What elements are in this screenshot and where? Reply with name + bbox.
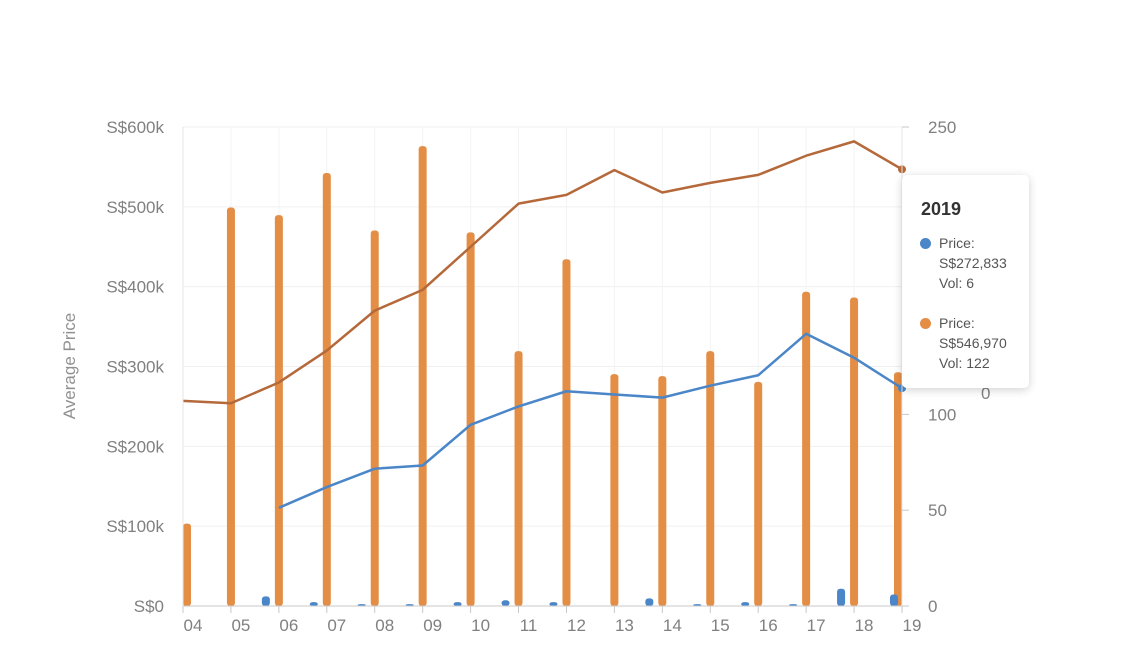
y-right-tick-label-partial: 0 <box>981 384 990 403</box>
volume-bar-orange <box>894 372 902 606</box>
y-right-tick-label: 50 <box>928 501 947 520</box>
volume-bar-orange <box>226 207 235 607</box>
x-tick-label: 14 <box>663 616 682 635</box>
y-right-tick-label: 250 <box>928 118 956 137</box>
volume-bar-orange <box>802 291 811 606</box>
x-tick-label: 06 <box>279 616 298 635</box>
tooltip-price-label: Price: <box>939 235 975 251</box>
x-tick-label: 12 <box>567 616 586 635</box>
axes <box>182 126 909 613</box>
volume-bar-orange <box>754 381 763 606</box>
volume-bar-blue <box>645 598 654 606</box>
volume-bar-blue <box>549 602 558 606</box>
volume-bar-orange <box>370 230 379 607</box>
price-line-blue <box>278 332 903 509</box>
y-left-tick-label: S$0 <box>134 597 164 616</box>
tooltip-price-label: Price: <box>939 315 975 331</box>
volume-bar-orange <box>183 523 191 606</box>
volume-bar-orange <box>322 172 331 606</box>
y-left-tick-label: S$500k <box>106 198 164 217</box>
volume-bar-orange <box>706 351 715 606</box>
tick-labels: S$0 S$100k S$200k S$300k S$400k S$500k S$600k 0… <box>60 118 990 635</box>
y-left-tick-label: S$200k <box>106 437 164 456</box>
volume-bar-orange <box>466 232 475 606</box>
y-left-axis-title: Average Price <box>60 313 79 419</box>
volume-bar-orange <box>514 351 523 606</box>
y-left-tick-label: S$400k <box>106 278 164 297</box>
volume-bar-blue <box>453 602 462 606</box>
series-dot-icon <box>920 238 931 249</box>
tooltip-volume: Vol: 122 <box>939 355 990 371</box>
x-tick-label: 16 <box>759 616 778 635</box>
volume-bar-blue <box>741 602 750 606</box>
volume-bar-orange <box>418 146 427 606</box>
volume-bar-blue <box>261 596 270 606</box>
x-tick-label: 17 <box>807 616 826 635</box>
volume-bar-blue <box>501 600 510 606</box>
volume-bar-orange <box>658 376 667 606</box>
y-right-tick-label: 0 <box>928 597 937 616</box>
y-right-tick-label: 100 <box>928 405 956 424</box>
x-tick-label: 05 <box>231 616 250 635</box>
x-tick-label: 09 <box>423 616 442 635</box>
volume-bar-orange <box>850 297 859 606</box>
volume-bar-blue <box>837 588 846 606</box>
volume-bar-orange <box>562 259 571 606</box>
series-dot-icon <box>920 318 931 329</box>
tooltip-volume: Vol: 6 <box>939 275 975 291</box>
volume-bar-orange <box>274 215 283 607</box>
price-line-orange <box>182 140 903 405</box>
volume-bar-blue <box>309 602 318 606</box>
tooltip-price-value: S$546,970 <box>939 335 1007 351</box>
price-lines <box>182 140 906 509</box>
x-tick-label: 11 <box>520 616 538 635</box>
chart-tooltip: 2019 Price: S$272,833 Vol: 6 Price: S$54… <box>902 175 1029 388</box>
x-tick-label: 04 <box>184 616 203 635</box>
x-tick-label: 15 <box>711 616 730 635</box>
tooltip-price-value: S$272,833 <box>939 255 1007 271</box>
x-tick-label: 10 <box>471 616 490 635</box>
x-tick-label: 18 <box>855 616 874 635</box>
tooltip-title: 2019 <box>921 199 962 219</box>
volume-bar-orange <box>610 374 619 606</box>
x-tick-label: 13 <box>615 616 634 635</box>
y-left-tick-label: S$300k <box>106 358 164 377</box>
x-tick-label: 19 <box>903 616 922 635</box>
y-left-tick-label: S$100k <box>106 517 164 536</box>
x-tick-label: 07 <box>327 616 346 635</box>
y-left-tick-label: S$600k <box>106 118 164 137</box>
volume-bar-blue <box>890 594 898 606</box>
volume-bars <box>183 146 902 607</box>
x-tick-label: 08 <box>375 616 394 635</box>
